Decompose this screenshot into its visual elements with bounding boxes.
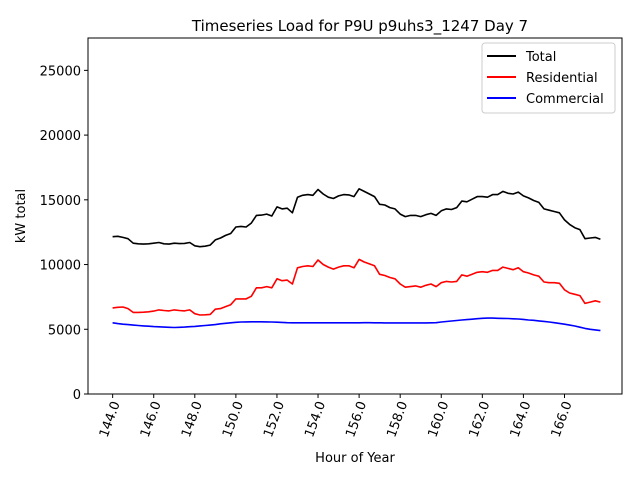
y-tick-label: 5000 xyxy=(48,323,81,338)
y-tick-label: 0 xyxy=(73,388,81,403)
legend-label-commercial: Commercial xyxy=(526,92,604,107)
y-tick-label: 25000 xyxy=(40,64,81,79)
series-layer xyxy=(112,188,601,332)
x-axis-title: Hour of Year xyxy=(315,451,395,466)
y-tick-label: 10000 xyxy=(40,259,81,274)
legend: Total Residential Commercial xyxy=(481,42,616,114)
y-axis-title: kW total xyxy=(14,189,29,243)
legend-label-residential: Residential xyxy=(526,71,598,86)
chart-title: Timeseries Load for P9U p9uhs3_1247 Day … xyxy=(191,17,528,36)
series-line-commercial xyxy=(112,317,601,332)
legend-box xyxy=(481,42,616,114)
y-tick-label: 15000 xyxy=(40,194,81,209)
series-line-total xyxy=(112,188,601,248)
y-tick-label: 20000 xyxy=(40,129,81,144)
series-line-residential xyxy=(112,258,601,316)
plot-frame xyxy=(87,37,623,395)
legend-label-total: Total xyxy=(525,50,556,65)
